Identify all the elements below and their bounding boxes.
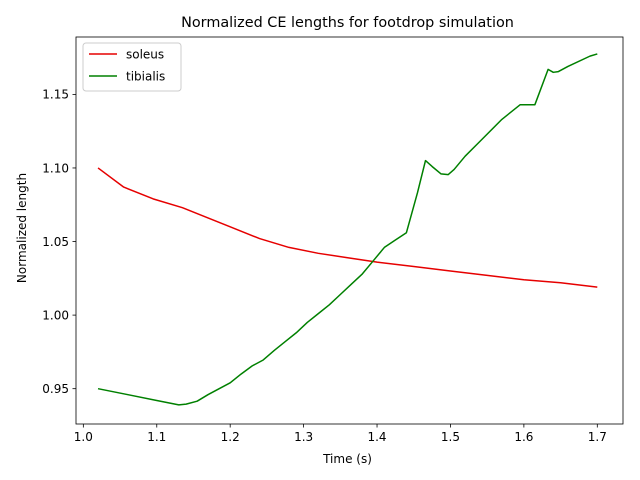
- y-tick-label: 1.10: [42, 161, 69, 175]
- x-axis-label: Time (s): [322, 452, 372, 466]
- y-tick-label: 0.95: [42, 382, 69, 396]
- legend-box: [82, 42, 182, 92]
- y-tick-label: 1.00: [42, 308, 69, 322]
- x-tick-label: 1.0: [74, 430, 93, 444]
- plot-area: [97, 53, 598, 406]
- y-tick-label: 1.15: [42, 88, 69, 102]
- x-tick-label: 1.1: [147, 430, 166, 444]
- x-tick-label: 1.2: [221, 430, 240, 444]
- series-line-soleus: [97, 167, 598, 288]
- axes: 1.0 1.1 1.2 1.3 1.4 1.5 1.6 1.7 0.95 1.00 1.05 1.10…: [42, 36, 624, 444]
- chart-title: Normalized CE lengths for footdrop simul…: [181, 15, 514, 31]
- y-tick-label: 1.05: [42, 235, 69, 249]
- legend: soleus tibialis: [82, 42, 182, 92]
- x-tick-label: 1.5: [441, 430, 460, 444]
- axes-frame: [75, 36, 624, 425]
- legend-label-tibialis: tibialis: [126, 69, 165, 83]
- series-line-tibialis: [97, 53, 598, 406]
- x-tick-label: 1.7: [588, 430, 607, 444]
- x-tick-label: 1.6: [514, 430, 533, 444]
- legend-label-soleus: soleus: [126, 47, 164, 61]
- x-tick-label: 1.3: [294, 430, 313, 444]
- x-tick-label: 1.4: [367, 430, 386, 444]
- y-axis-label: Normalized length: [15, 173, 29, 283]
